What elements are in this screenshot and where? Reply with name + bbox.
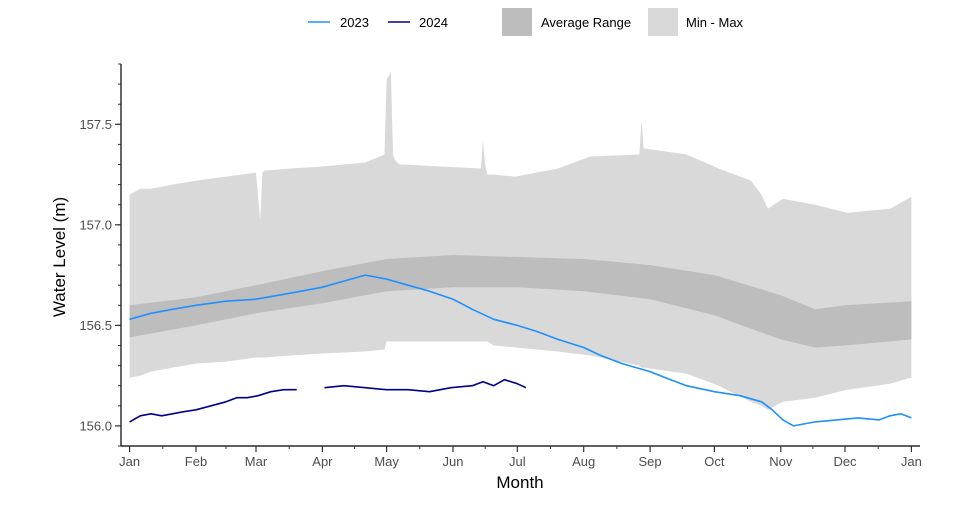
y-tick-label: 156.0 xyxy=(79,418,112,433)
series-2024-line-segment-1 xyxy=(129,388,297,423)
legend: 2023 2024 Average Range Min - Max xyxy=(308,8,744,36)
y-tick-label: 156.5 xyxy=(79,318,112,333)
min-max-band xyxy=(129,72,912,410)
x-axis-title: Month xyxy=(496,473,543,492)
legend-average-range-swatch xyxy=(502,8,532,36)
x-tick-label: Oct xyxy=(704,454,725,469)
legend-2023-label: 2023 xyxy=(340,15,369,30)
x-tick-label: Mar xyxy=(245,454,268,469)
x-tick-label: Apr xyxy=(312,454,333,469)
average-range-band xyxy=(129,255,912,348)
legend-min-max-label: Min - Max xyxy=(686,15,744,30)
x-tick-label: Nov xyxy=(769,454,793,469)
series-2023-line xyxy=(129,274,912,427)
y-axis-title: Water Level (m) xyxy=(50,197,69,317)
legend-min-max-swatch xyxy=(648,8,678,36)
x-tick-label: Aug xyxy=(572,454,595,469)
x-tick-label: Jan xyxy=(901,454,922,469)
x-tick-label: Sep xyxy=(639,454,662,469)
legend-average-range-label: Average Range xyxy=(541,15,631,30)
x-tick-label: Jul xyxy=(509,454,526,469)
series-2024-line-segment-2 xyxy=(324,378,527,393)
x-tick-label: Jan xyxy=(119,454,140,469)
plot-area xyxy=(129,72,912,427)
y-tick-label: 157.5 xyxy=(79,117,112,132)
x-tick-label: Dec xyxy=(833,454,857,469)
axes: 156.0 156.5 157.0 157.5 Jan Feb Mar Apr May Jun Ju… xyxy=(79,63,922,469)
x-tick-label: May xyxy=(374,454,399,469)
x-tick-label: Feb xyxy=(185,454,207,469)
x-tick-label: Jun xyxy=(443,454,464,469)
legend-2024-label: 2024 xyxy=(419,15,448,30)
y-tick-label: 157.0 xyxy=(79,217,112,232)
